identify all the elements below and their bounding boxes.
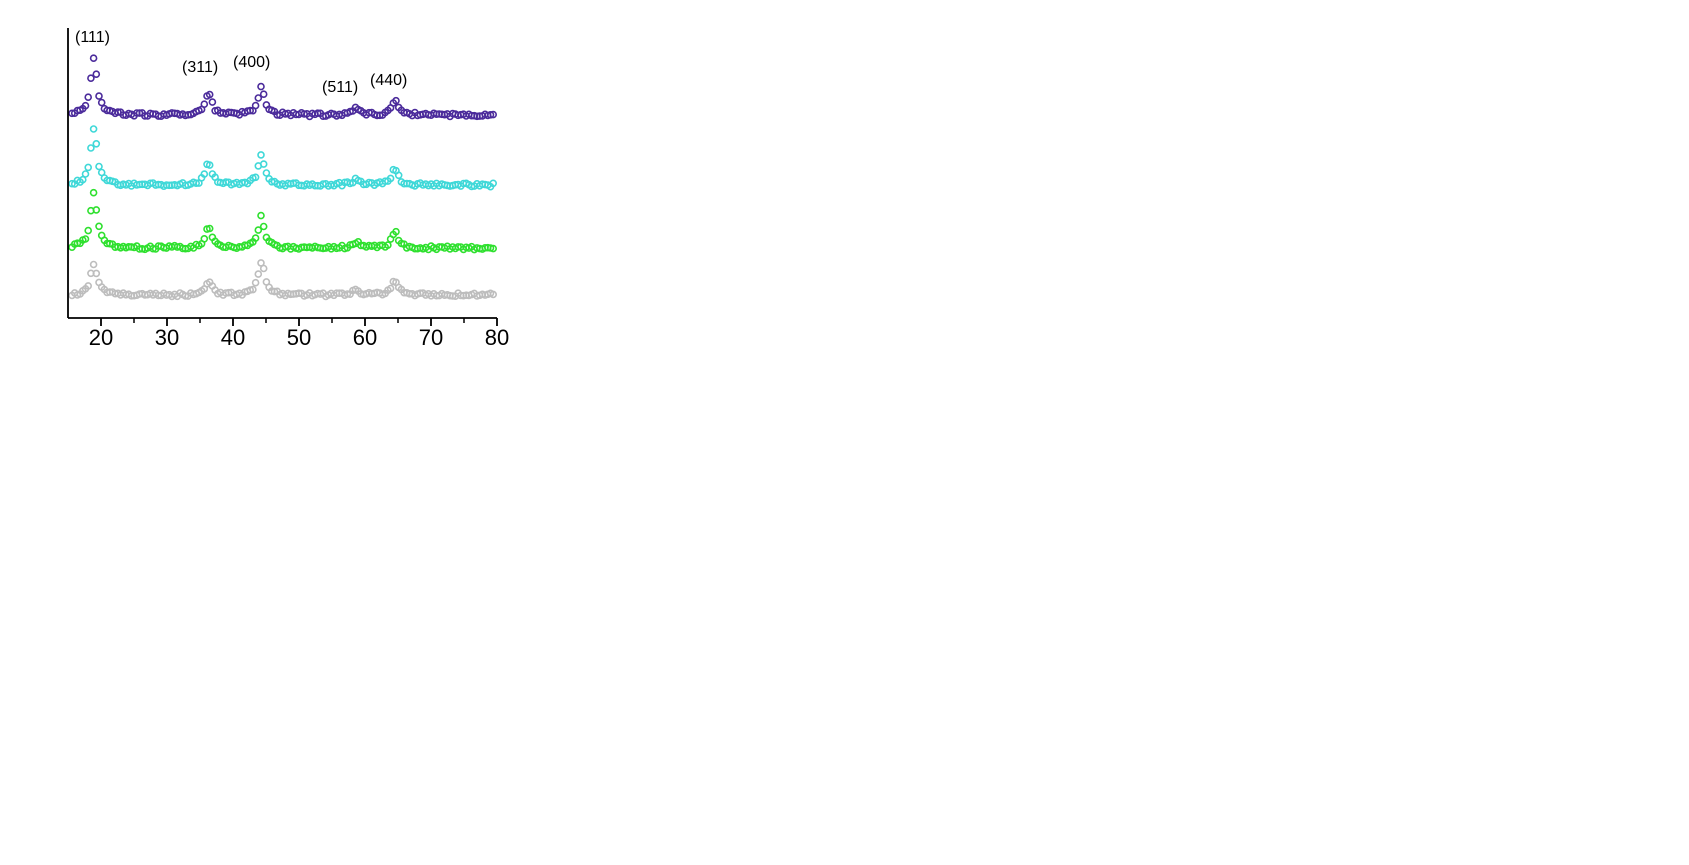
panel-a: 20 30 40 50 60 70 80: [67, 28, 509, 350]
xrd-trace-Li167Mn153P013O4: [68, 188, 498, 254]
svg-text:60: 60: [353, 325, 377, 350]
svg-text:50: 50: [287, 325, 311, 350]
xrd-trace-Li167Mn167O4: [68, 259, 498, 301]
peak-label-a-4: (440): [370, 72, 408, 89]
xrd-trace-Li167Mn143P023O4: [68, 54, 498, 121]
axes-a: [67, 28, 497, 319]
xrd-trace-Li167Mn147P02O4: [68, 125, 498, 191]
peak-label-a-0: (111): [75, 29, 110, 46]
svg-text:30: 30: [155, 325, 179, 350]
x-axis-ticks-a: 20 30 40 50 60 70 80: [89, 318, 509, 350]
svg-text:80: 80: [485, 325, 509, 350]
peak-label-a-1: (311): [182, 59, 219, 76]
svg-text:40: 40: [221, 325, 245, 350]
peak-label-a-2: (400): [233, 54, 271, 71]
svg-text:70: 70: [419, 325, 443, 350]
svg-text:20: 20: [89, 325, 113, 350]
peak-label-a-3: (511): [322, 79, 359, 96]
